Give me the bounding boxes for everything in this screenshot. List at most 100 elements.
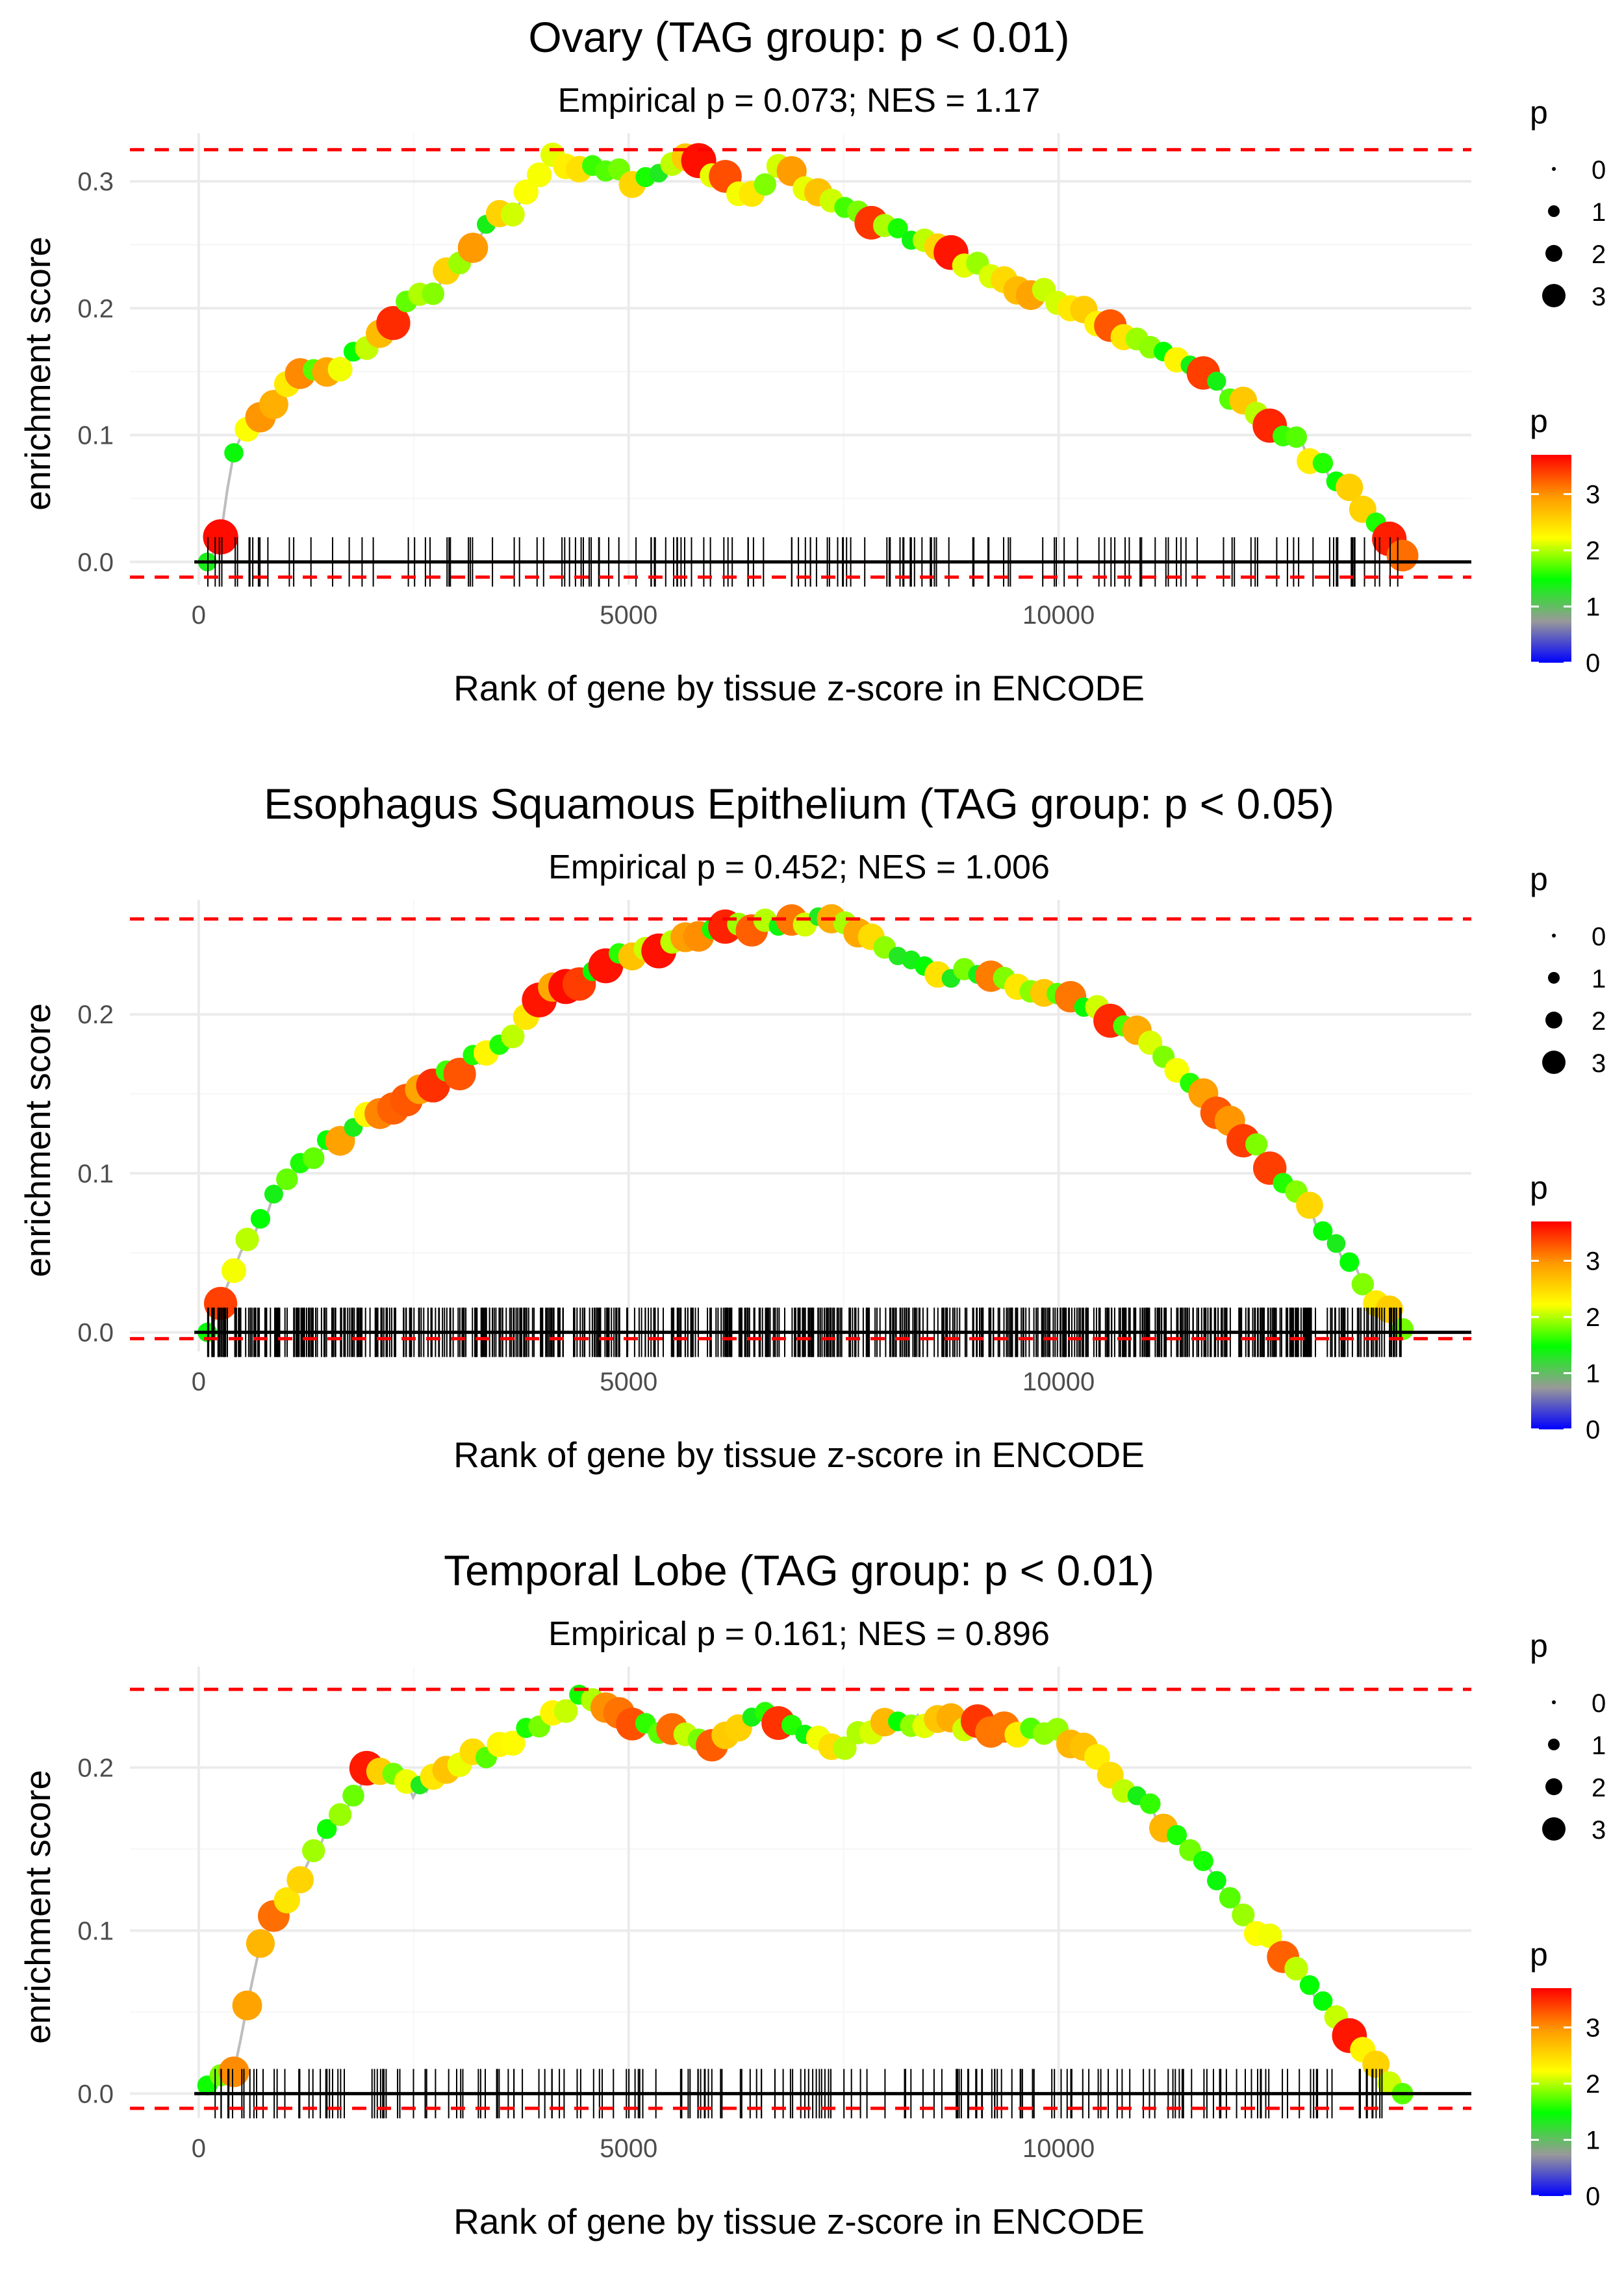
panel-subtitle: Empirical p = 0.073; NES = 1.17 xyxy=(558,82,1041,120)
hit-point xyxy=(1286,426,1307,448)
x-axis-title: Rank of gene by tissue z-score in ENCODE xyxy=(453,1435,1145,1475)
size-legend-dot-1 xyxy=(1548,972,1560,984)
colorbar-tick-label: 0 xyxy=(1586,1416,1600,1444)
hit-point xyxy=(1193,1850,1213,1871)
hit-point xyxy=(1167,1825,1187,1845)
x-tick-label: 0 xyxy=(192,601,206,630)
color-legend: p 0 1 2 3 xyxy=(1530,1169,1600,1444)
size-legend-dot-3 xyxy=(1542,1051,1566,1074)
hit-point xyxy=(1312,453,1334,474)
color-legend-title: p xyxy=(1530,1169,1548,1206)
size-legend-label-1: 1 xyxy=(1592,965,1606,993)
panel-ovary: Ovary (TAG group: p < 0.01) Empirical p … xyxy=(18,13,1606,708)
x-tick-label: 0 xyxy=(192,1368,206,1396)
hit-point xyxy=(1207,372,1226,391)
x-tick-label: 10000 xyxy=(1022,601,1095,630)
hit-point xyxy=(527,162,552,188)
hit-point xyxy=(500,1730,526,1756)
size-legend-label-0: 0 xyxy=(1592,1689,1606,1718)
hit-point xyxy=(754,173,777,196)
size-legend-dot-3 xyxy=(1542,284,1566,307)
y-axis-title: enrichment score xyxy=(18,236,58,511)
y-tick-label: 0.2 xyxy=(77,1754,114,1783)
hit-point xyxy=(218,2056,249,2088)
color-bar xyxy=(1531,1988,1571,2196)
hit-point xyxy=(203,519,238,555)
x-tick-label: 5000 xyxy=(600,1368,657,1396)
hit-point xyxy=(273,1887,300,1913)
hit-point xyxy=(1313,1221,1333,1241)
plot-area: 0.0 0.1 0.2 0 5000 10000 xyxy=(77,1667,1471,2163)
x-tick-label: 0 xyxy=(192,2134,206,2163)
size-legend: p 0 1 2 3 xyxy=(1530,94,1606,311)
x-axis-title: Rank of gene by tissue z-score in ENCODE xyxy=(453,668,1145,708)
color-legend: p 0 1 2 3 xyxy=(1530,403,1600,678)
size-legend-label-3: 3 xyxy=(1592,1816,1606,1845)
x-tick-label: 5000 xyxy=(600,2134,657,2163)
hit-point xyxy=(501,1025,525,1049)
hit-point xyxy=(1284,1956,1308,1981)
size-legend-title: p xyxy=(1530,94,1548,131)
panel-title: Temporal Lobe (TAG group: p < 0.01) xyxy=(444,1546,1154,1594)
size-legend-dot-1 xyxy=(1548,205,1560,217)
panel-title: Ovary (TAG group: p < 0.01) xyxy=(528,13,1069,61)
hit-points xyxy=(197,904,1414,1342)
panel-subtitle: Empirical p = 0.161; NES = 0.896 xyxy=(548,1615,1050,1653)
size-legend-dot-2 xyxy=(1545,1012,1562,1028)
hit-point xyxy=(1219,1887,1241,1909)
size-legend: p 0 1 2 3 xyxy=(1530,1628,1606,1845)
hit-point xyxy=(1232,1903,1255,1926)
y-tick-label: 0.2 xyxy=(77,294,114,323)
hit-point xyxy=(457,233,488,263)
size-legend-dot-2 xyxy=(1545,245,1562,262)
colorbar-tick-label: 1 xyxy=(1586,1360,1600,1388)
colorbar-tick-label: 2 xyxy=(1586,537,1600,565)
hit-point xyxy=(327,357,353,382)
hit-point xyxy=(1139,1793,1161,1815)
x-tick-label: 5000 xyxy=(600,601,657,630)
hit-point xyxy=(1084,1744,1110,1770)
running-sum-line xyxy=(206,153,1403,563)
hit-point xyxy=(1299,1975,1320,1995)
hit-point xyxy=(553,1699,578,1723)
hit-point xyxy=(1362,2050,1390,2078)
y-tick-label: 0.3 xyxy=(77,168,114,196)
size-legend-label-3: 3 xyxy=(1592,1049,1606,1078)
panel-subtitle: Empirical p = 0.452; NES = 1.006 xyxy=(548,849,1050,886)
hit-point xyxy=(302,1839,325,1863)
panel-title: Esophagus Squamous Epithelium (TAG group… xyxy=(264,780,1334,828)
hit-point xyxy=(422,282,444,305)
colorbar-tick-label: 0 xyxy=(1586,649,1600,678)
hit-point xyxy=(235,1227,259,1251)
hit-point xyxy=(342,1784,364,1807)
y-tick-label: 0.0 xyxy=(77,1319,114,1348)
hit-point xyxy=(1326,1234,1346,1253)
colorbar-tick-label: 1 xyxy=(1586,593,1600,622)
hit-point xyxy=(264,1184,283,1204)
size-legend-label-2: 2 xyxy=(1592,1774,1606,1802)
size-legend-label-2: 2 xyxy=(1592,1007,1606,1036)
size-legend-dot-3 xyxy=(1542,1817,1566,1841)
hit-point xyxy=(443,1058,476,1091)
hit-point xyxy=(250,1208,270,1229)
x-tick-label: 10000 xyxy=(1022,2134,1095,2163)
size-legend-label-0: 0 xyxy=(1592,923,1606,951)
hit-point xyxy=(513,179,539,205)
y-axis-title: enrichment score xyxy=(18,1003,58,1277)
colorbar-tick-label: 2 xyxy=(1586,2070,1600,2099)
size-legend: p 0 1 2 3 xyxy=(1530,861,1606,1078)
y-tick-label: 0.0 xyxy=(77,548,114,577)
size-legend-label-1: 1 xyxy=(1592,1731,1606,1760)
size-legend-label-2: 2 xyxy=(1592,240,1606,269)
hit-point xyxy=(232,1990,262,2021)
hit-point xyxy=(887,218,908,238)
x-tick-label: 10000 xyxy=(1022,1368,1095,1396)
hit-point xyxy=(328,1803,352,1826)
colorbar-tick-label: 0 xyxy=(1586,2182,1600,2211)
size-legend-title: p xyxy=(1530,1628,1548,1664)
y-tick-label: 0.1 xyxy=(77,422,114,450)
hit-point xyxy=(1351,1273,1374,1296)
size-legend-label-1: 1 xyxy=(1592,198,1606,227)
colorbar-tick-label: 3 xyxy=(1586,481,1600,509)
size-legend-title: p xyxy=(1530,861,1548,897)
